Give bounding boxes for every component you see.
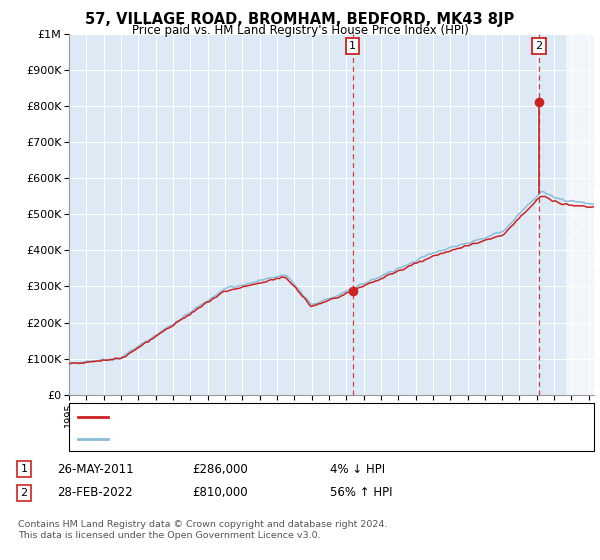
Text: Contains HM Land Registry data © Crown copyright and database right 2024.: Contains HM Land Registry data © Crown c… (18, 520, 388, 529)
Text: 56% ↑ HPI: 56% ↑ HPI (330, 486, 392, 500)
Text: 26-MAY-2011: 26-MAY-2011 (57, 463, 134, 476)
Text: 1: 1 (20, 464, 28, 474)
Text: 2: 2 (20, 488, 28, 498)
Text: £810,000: £810,000 (192, 486, 248, 500)
Text: HPI: Average price, detached house, Bedford: HPI: Average price, detached house, Bedf… (114, 434, 348, 444)
Text: This data is licensed under the Open Government Licence v3.0.: This data is licensed under the Open Gov… (18, 531, 320, 540)
Text: 57, VILLAGE ROAD, BROMHAM, BEDFORD, MK43 8JP: 57, VILLAGE ROAD, BROMHAM, BEDFORD, MK43… (85, 12, 515, 27)
Text: £286,000: £286,000 (192, 463, 248, 476)
Text: 57, VILLAGE ROAD, BROMHAM, BEDFORD, MK43 8JP (detached house): 57, VILLAGE ROAD, BROMHAM, BEDFORD, MK43… (114, 413, 480, 422)
Text: 1: 1 (349, 41, 356, 52)
Text: 2: 2 (535, 41, 542, 52)
Bar (566, 34, 600, 395)
Text: 28-FEB-2022: 28-FEB-2022 (57, 486, 133, 500)
Text: Price paid vs. HM Land Registry's House Price Index (HPI): Price paid vs. HM Land Registry's House … (131, 24, 469, 36)
Text: 4% ↓ HPI: 4% ↓ HPI (330, 463, 385, 476)
